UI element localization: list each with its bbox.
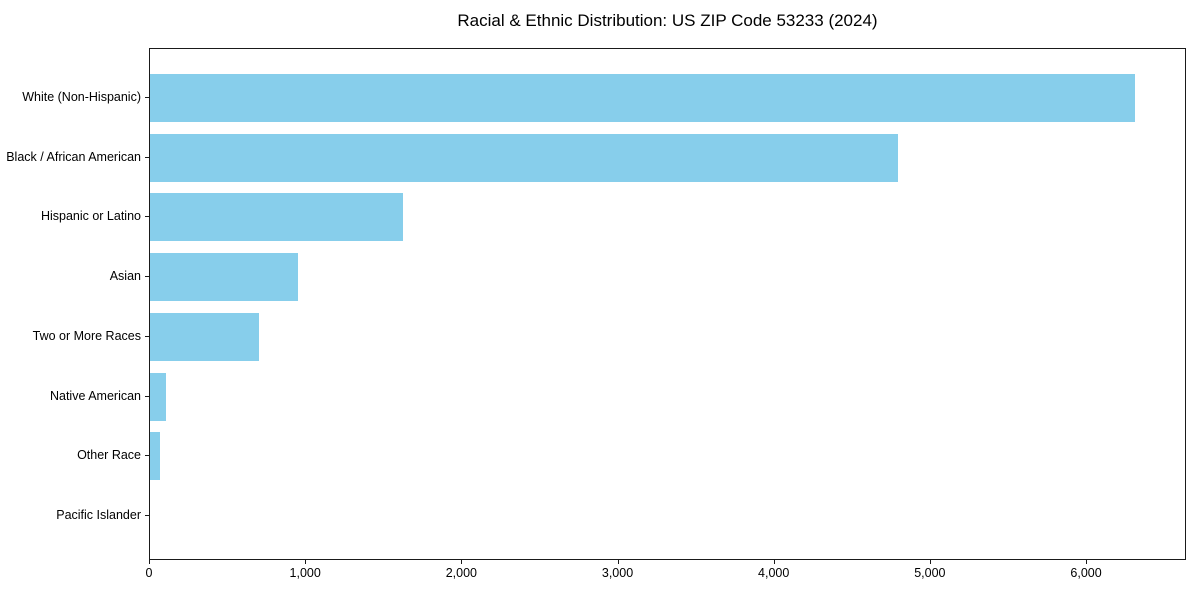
y-axis-label: Native American (49, 388, 141, 403)
bar-white-non-hispanic (150, 74, 1136, 122)
bar-two-or-more-races (150, 312, 260, 361)
y-tick (145, 395, 149, 397)
chart-title: Racial & Ethnic Distribution: US ZIP Cod… (457, 11, 878, 30)
y-tick (145, 514, 149, 516)
y-tick (145, 276, 149, 278)
x-tick-label: 1,000 (289, 566, 321, 580)
bar-hispanic-or-latino (150, 193, 403, 242)
x-tick (929, 560, 931, 564)
x-tick-label: 0 (145, 566, 153, 580)
x-tick-label: 6,000 (1070, 566, 1102, 580)
bar-native-american (150, 372, 167, 421)
y-axis-label: Other Race (77, 448, 141, 463)
y-axis-label: Asian (109, 269, 141, 284)
y-axis-label: Black / African American (6, 149, 141, 164)
y-axis-label: Hispanic or Latino (40, 209, 141, 224)
x-tick-label: 2,000 (445, 566, 477, 580)
y-tick (145, 216, 149, 218)
x-tick (773, 560, 775, 564)
y-tick (145, 156, 149, 158)
y-axis-label: White (Non-Hispanic) (22, 90, 141, 104)
x-tick (149, 560, 150, 564)
y-tick (145, 97, 149, 98)
y-tick (145, 335, 149, 337)
bar-other-race (150, 432, 161, 481)
x-tick (305, 560, 307, 564)
plot-area (149, 48, 1186, 560)
bar-asian (150, 253, 299, 302)
x-tick (461, 560, 463, 564)
y-axis-label: Pacific Islander (56, 507, 141, 522)
x-tick-label: 3,000 (601, 566, 634, 580)
x-tick-label: 5,000 (914, 566, 946, 580)
bar-black-african-american (150, 133, 899, 182)
x-tick (1086, 560, 1088, 564)
x-tick (617, 560, 619, 564)
y-axis-label: Two or More Races (32, 328, 141, 343)
y-tick (145, 455, 149, 457)
x-tick-label: 4,000 (758, 566, 790, 580)
